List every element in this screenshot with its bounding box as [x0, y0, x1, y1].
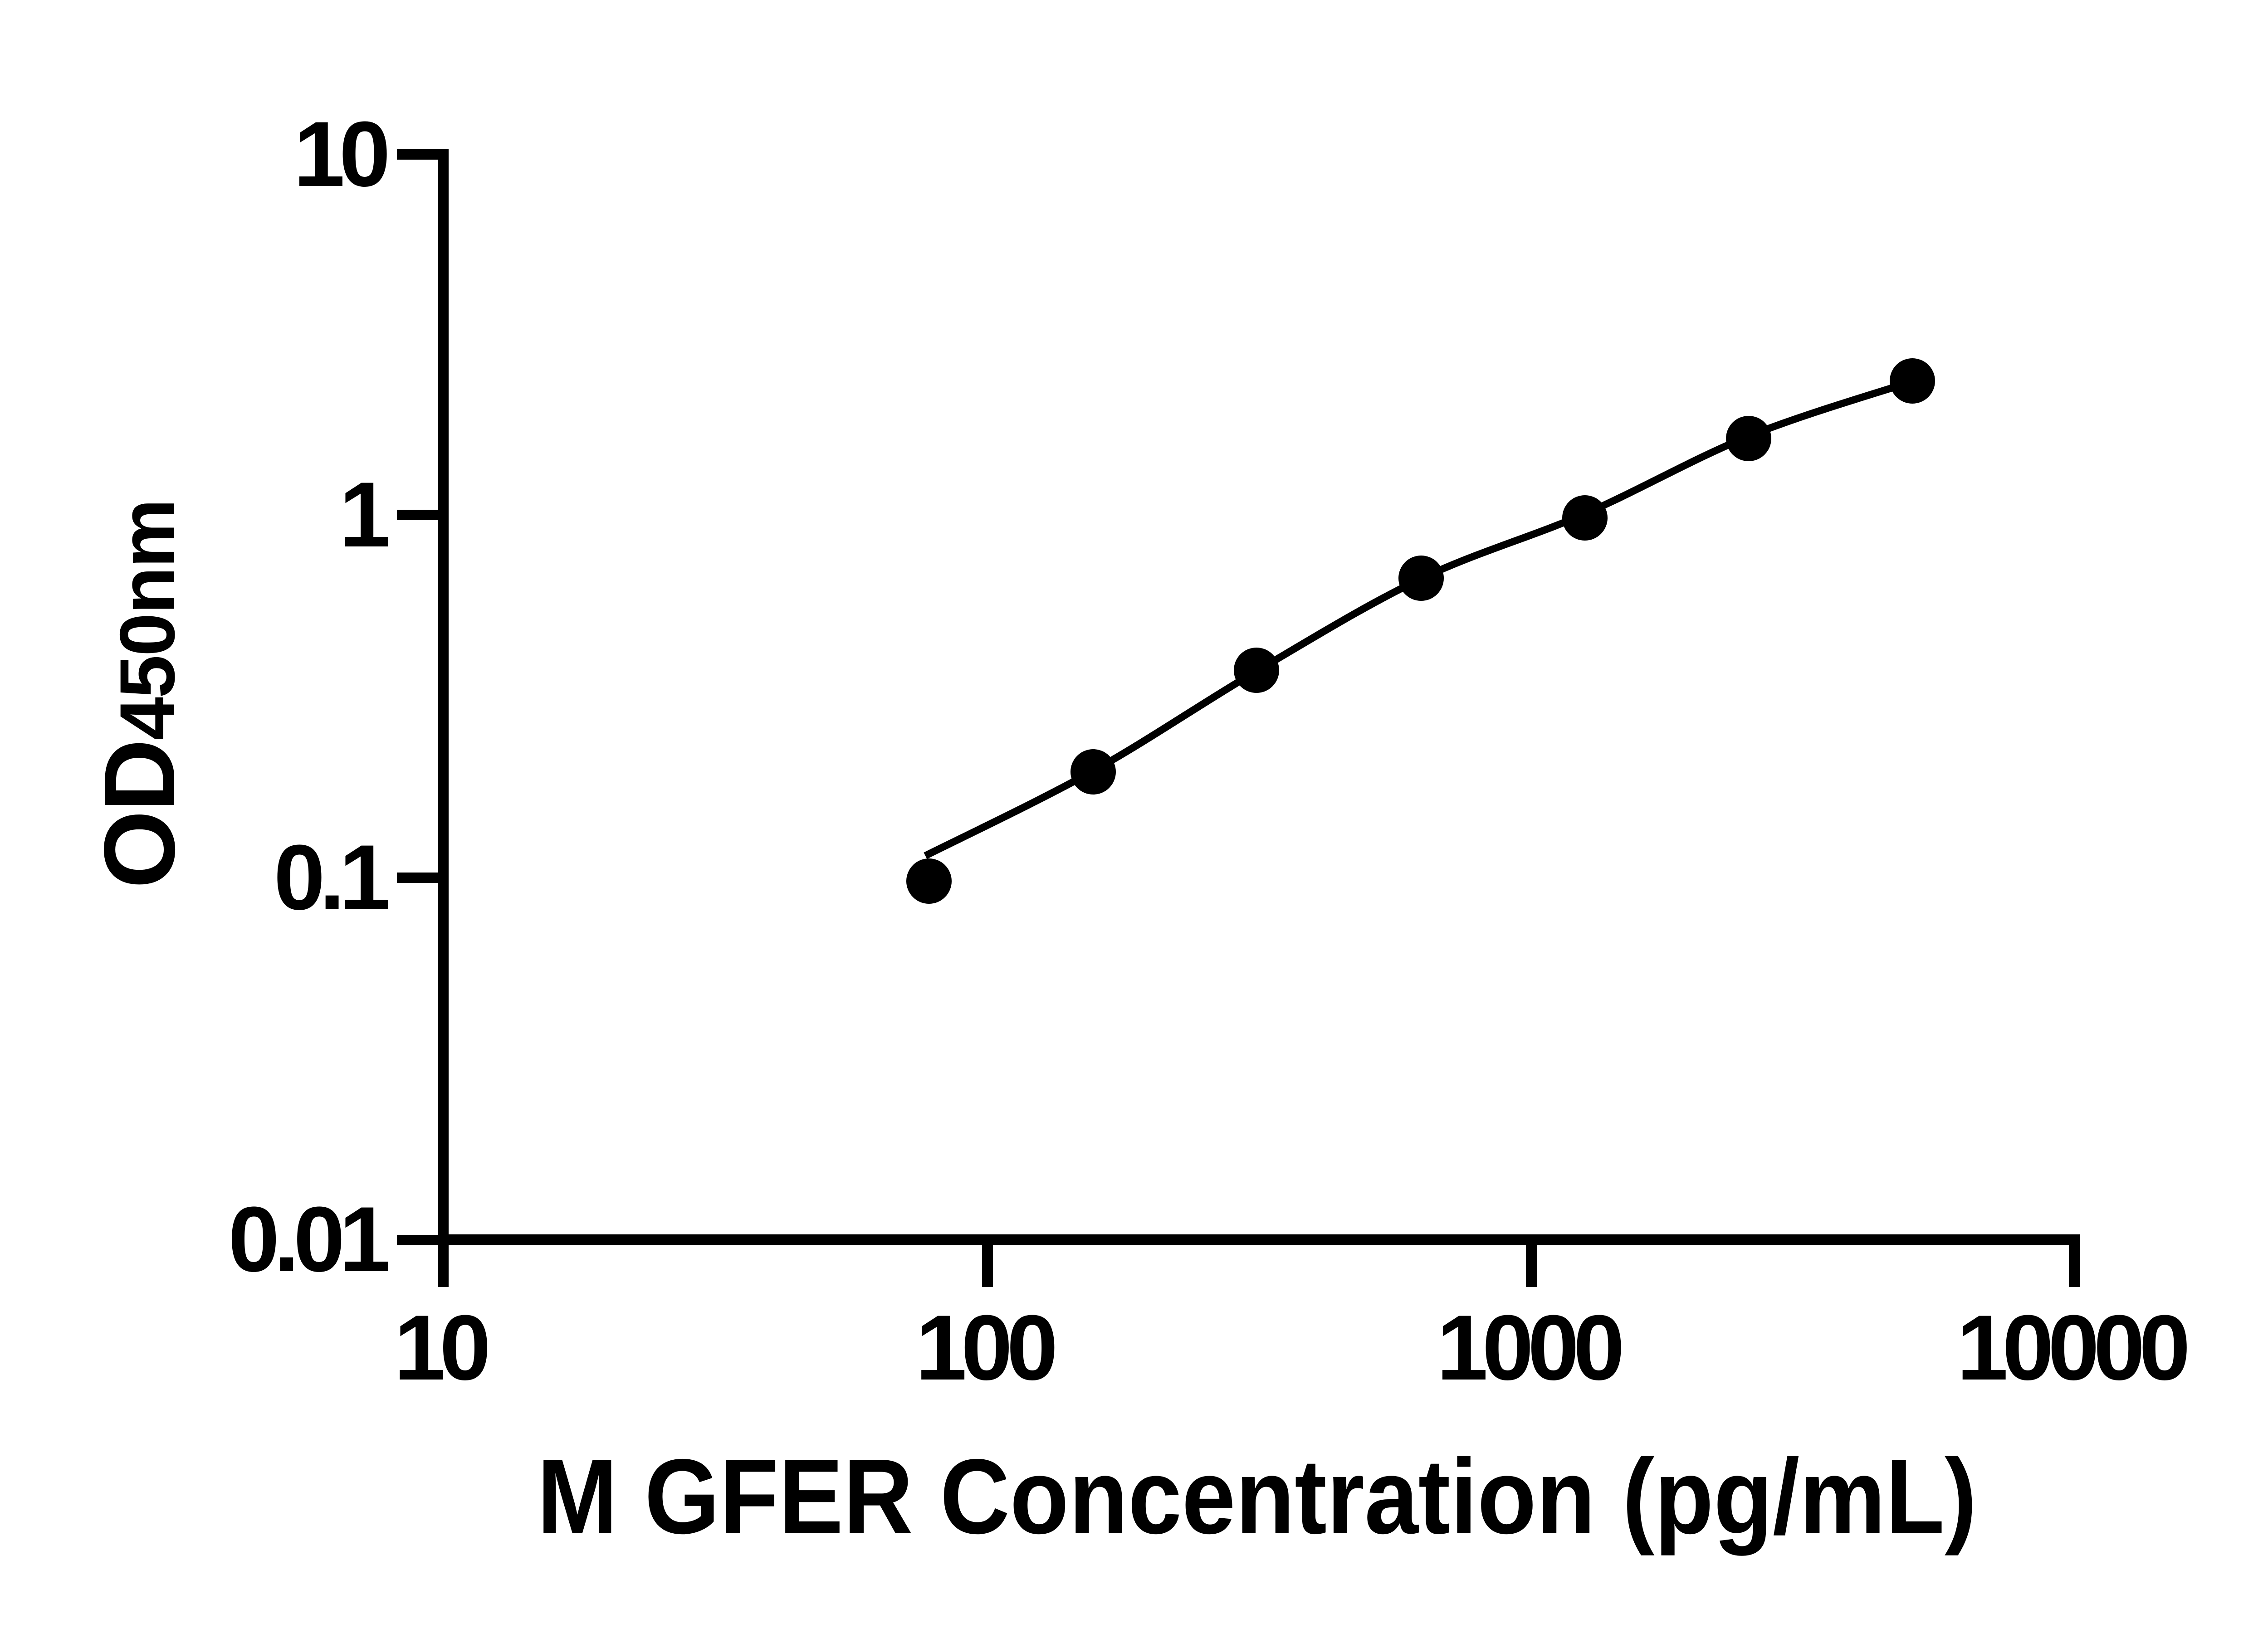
svg-text:10000: 10000 [1957, 1296, 2187, 1399]
svg-text:M GFER Concentration (pg/mL): M GFER Concentration (pg/mL) [537, 1437, 1977, 1556]
svg-text:10: 10 [293, 102, 387, 206]
svg-text:10: 10 [394, 1296, 488, 1399]
svg-text:1: 1 [339, 463, 388, 566]
svg-text:0.01: 0.01 [228, 1188, 388, 1291]
svg-text:OD450nm: OD450nm [83, 500, 196, 889]
svg-text:0.1: 0.1 [274, 826, 388, 929]
svg-text:100: 100 [915, 1296, 1055, 1399]
svg-text:1000: 1000 [1437, 1296, 1621, 1399]
